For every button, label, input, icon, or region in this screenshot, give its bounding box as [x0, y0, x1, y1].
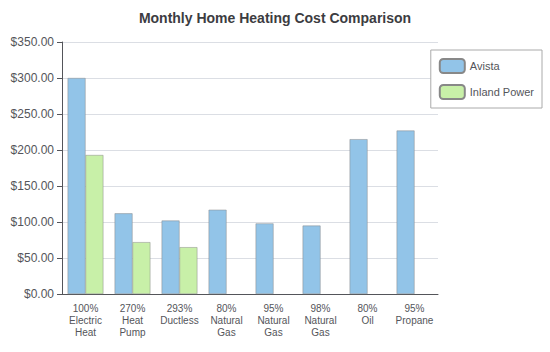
svg-text:$200.00: $200.00 — [11, 143, 55, 157]
svg-text:Oil: Oil — [361, 315, 373, 326]
svg-text:$0.00: $0.00 — [24, 287, 54, 301]
svg-text:Gas: Gas — [217, 327, 235, 338]
svg-text:100%: 100% — [73, 303, 99, 314]
svg-text:Heat: Heat — [122, 315, 143, 326]
svg-text:95%: 95% — [404, 303, 424, 314]
svg-text:Gas: Gas — [264, 327, 282, 338]
svg-text:Gas: Gas — [311, 327, 329, 338]
svg-text:293%: 293% — [167, 303, 193, 314]
svg-text:Avista: Avista — [470, 60, 501, 72]
svg-text:80%: 80% — [357, 303, 377, 314]
svg-text:$250.00: $250.00 — [11, 107, 55, 121]
svg-text:98%: 98% — [310, 303, 330, 314]
svg-text:$150.00: $150.00 — [11, 179, 55, 193]
svg-text:$100.00: $100.00 — [11, 215, 55, 229]
svg-text:Inland Power: Inland Power — [470, 86, 535, 98]
svg-text:Natural: Natural — [304, 315, 336, 326]
svg-text:Pump: Pump — [119, 327, 146, 338]
svg-text:Natural: Natural — [257, 315, 289, 326]
svg-text:Heat: Heat — [75, 327, 96, 338]
svg-text:270%: 270% — [120, 303, 146, 314]
svg-text:Propane: Propane — [396, 315, 434, 326]
svg-text:$300.00: $300.00 — [11, 71, 55, 85]
svg-text:Natural: Natural — [210, 315, 242, 326]
svg-text:95%: 95% — [263, 303, 283, 314]
svg-text:Monthly Home Heating Cost Comp: Monthly Home Heating Cost Comparison — [139, 10, 411, 26]
svg-text:Electric: Electric — [69, 315, 102, 326]
svg-text:80%: 80% — [216, 303, 236, 314]
svg-text:$50.00: $50.00 — [17, 251, 54, 265]
svg-text:$350.00: $350.00 — [11, 35, 55, 49]
svg-text:Ductless: Ductless — [160, 315, 198, 326]
